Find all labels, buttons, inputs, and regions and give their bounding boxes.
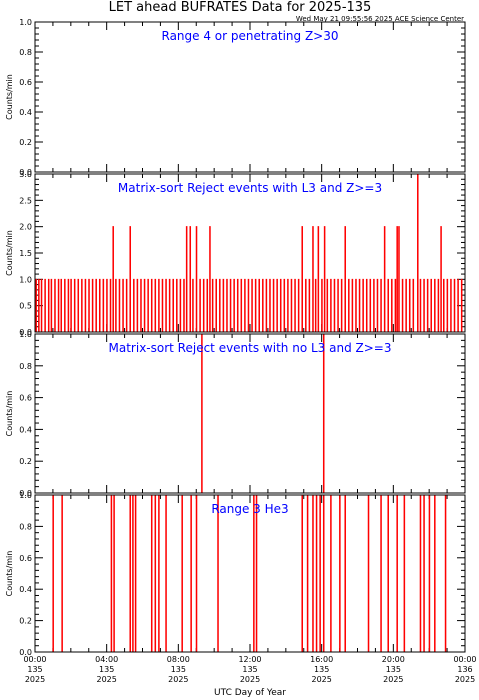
y-tick-label: 0.4 xyxy=(19,108,32,117)
panel-label: Matrix-sort Reject events with no L3 and… xyxy=(109,341,392,355)
x-tick-label-year: 2025 xyxy=(311,675,331,684)
x-tick-label-time: 00:00 xyxy=(453,655,476,664)
x-tick-label-year: 2025 xyxy=(168,675,188,684)
panel-frame xyxy=(34,494,466,653)
x-tick-label-doy: 135 xyxy=(27,665,42,674)
y-tick-label: 0.2 xyxy=(19,457,32,466)
y-tick-label: 0.6 xyxy=(19,78,32,87)
y-tick-label: 0.8 xyxy=(19,522,32,531)
x-tick-label-year: 2025 xyxy=(96,675,116,684)
x-tick-label-time: 08:00 xyxy=(167,655,190,664)
x-tick-label-year: 2025 xyxy=(383,675,403,684)
x-tick-label-time: 04:00 xyxy=(95,655,118,664)
y-axis-label: Counts/min xyxy=(5,230,14,276)
x-tick-label-time: 12:00 xyxy=(238,655,261,664)
y-tick-label: 0.0 xyxy=(19,489,32,498)
y-tick-label: 0.8 xyxy=(19,48,32,57)
y-tick-label: 0.0 xyxy=(19,168,32,177)
x-tick-label-doy: 135 xyxy=(242,665,257,674)
y-tick-label: 1.0 xyxy=(19,18,32,27)
panel-label: Matrix-sort Reject events with L3 and Z>… xyxy=(118,181,382,195)
y-tick-label: 0.6 xyxy=(19,394,32,403)
panel-4: 0.0 0.2 0.4 0.6 0.8 1.0 Range 3 He3 Counts/min xyxy=(5,491,466,657)
x-tick-label-year: 2025 xyxy=(240,675,260,684)
y-tick-label: 0.2 xyxy=(19,138,32,147)
x-tick-label-doy: 135 xyxy=(314,665,329,674)
x-tick-label-year: 2025 xyxy=(455,675,475,684)
y-tick-label: 0.6 xyxy=(19,554,32,563)
series-line xyxy=(35,333,465,494)
x-tick-label-year: 2025 xyxy=(25,675,45,684)
y-axis-label: Counts/min xyxy=(5,74,14,120)
y-tick-label: 0.0 xyxy=(19,648,32,657)
y-tick-label: 1.0 xyxy=(19,330,32,339)
x-tick-label-doy: 135 xyxy=(99,665,114,674)
y-axis-label: Counts/min xyxy=(5,551,14,597)
chart-timestamp: Wed May 21 09:55:56 2025 ACE Science Cen… xyxy=(296,15,464,23)
panel-1: 0.0 0.2 0.4 0.6 0.8 1.0 Range 4 or penetrating… xyxy=(5,18,466,177)
panel-frame xyxy=(34,21,466,173)
panel-frame xyxy=(34,173,466,333)
y-tick-label: 1.0 xyxy=(19,491,32,500)
y-tick-label: 0.4 xyxy=(19,585,32,594)
y-tick-label: 0.5 xyxy=(19,302,32,311)
y-axis-label: Counts/min xyxy=(5,391,14,437)
panels-group: 0.0 0.2 0.4 0.6 0.8 1.0 Range 4 or penetrating… xyxy=(5,18,466,657)
panel-label: Range 3 He3 xyxy=(211,502,288,516)
x-tick-label-time: 20:00 xyxy=(382,655,405,664)
y-tick-label: 1.5 xyxy=(19,249,32,258)
series-line xyxy=(35,494,465,653)
panel-2: 0.0 0.5 1.0 1.5 2.0 2.5 3.0 Matrix-sort Reject … xyxy=(5,170,466,337)
x-tick-label-time: 00:00 xyxy=(23,655,46,664)
y-tick-label: 3.0 xyxy=(19,170,32,179)
x-axis-label: UTC Day of Year xyxy=(214,688,286,698)
panel-frame xyxy=(34,333,466,494)
panel-3: 0.0 0.2 0.4 0.6 0.8 1.0 Matrix-sort Reject eve… xyxy=(5,330,466,498)
x-tick-label-doy: 135 xyxy=(171,665,186,674)
x-tick-label-doy: 136 xyxy=(457,665,472,674)
y-tick-label: 0.2 xyxy=(19,617,32,626)
y-tick-label: 0.4 xyxy=(19,425,32,434)
y-tick-label: 0.8 xyxy=(19,362,32,371)
x-tick-label-time: 16:00 xyxy=(310,655,333,664)
y-tick-label: 1.0 xyxy=(19,275,32,284)
x-axis: 00:00135202504:00135202508:00135202512:0… xyxy=(23,655,476,684)
series-line xyxy=(35,173,465,333)
panel-label: Range 4 or penetrating Z>30 xyxy=(162,29,339,43)
y-tick-label: 2.5 xyxy=(19,196,32,205)
y-tick-label: 0.0 xyxy=(19,328,32,337)
chart-title: LET ahead BUFRATES Data for 2025-135 xyxy=(109,0,372,15)
y-tick-label: 2.0 xyxy=(19,223,32,232)
x-tick-label-doy: 135 xyxy=(386,665,401,674)
